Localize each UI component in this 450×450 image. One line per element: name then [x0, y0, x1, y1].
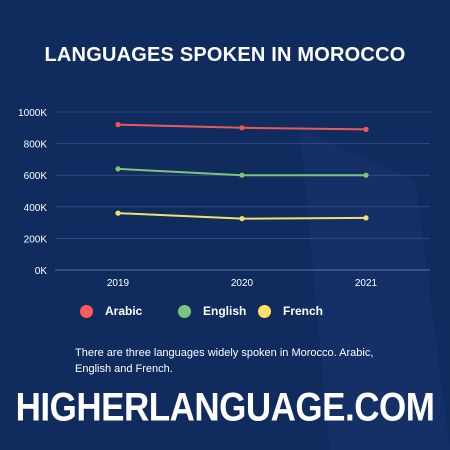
data-point-arabic [363, 126, 369, 132]
chart-legend: Arabic English French [80, 304, 380, 324]
y-tick-label: 0K [35, 266, 48, 277]
legend-item-arabic: Arabic [80, 304, 142, 318]
description-text: There are three languages widely spoken … [75, 347, 374, 375]
y-tick-label: 200K [24, 234, 48, 245]
data-point-english [239, 172, 245, 178]
legend-item-french: French [258, 304, 323, 318]
data-point-arabic [239, 125, 245, 131]
y-tick-label: 400K [24, 203, 48, 214]
legend-dot-english [178, 304, 191, 318]
y-tick-label: 600K [24, 171, 48, 182]
y-tick-label: 1000K [18, 108, 47, 119]
data-point-french [115, 210, 121, 216]
data-point-french [363, 215, 369, 221]
data-point-english [363, 172, 369, 178]
legend-label-arabic: Arabic [105, 304, 143, 318]
legend-dot-arabic [80, 304, 93, 318]
legend-dot-french [258, 304, 271, 318]
data-point-english [115, 166, 121, 172]
x-tick-label: 2019 [107, 278, 130, 289]
x-tick-label: 2021 [355, 278, 378, 289]
chart-title: LANGUAGES SPOKEN IN MOROCCO [44, 44, 406, 66]
y-tick-label: 800K [24, 140, 48, 151]
data-point-french [239, 216, 245, 222]
data-point-arabic [115, 122, 121, 128]
x-tick-label: 2020 [231, 278, 254, 289]
legend-item-english: English [178, 304, 246, 318]
brand-logo-text[interactable]: HIGHERLANGUAGE.COM [15, 385, 435, 430]
legend-label-french: French [283, 304, 324, 318]
line-chart: 0K 200K 400K 600K 800K 1000K 2019 2020 2021 [18, 108, 430, 289]
legend-label-english: English [203, 304, 247, 318]
